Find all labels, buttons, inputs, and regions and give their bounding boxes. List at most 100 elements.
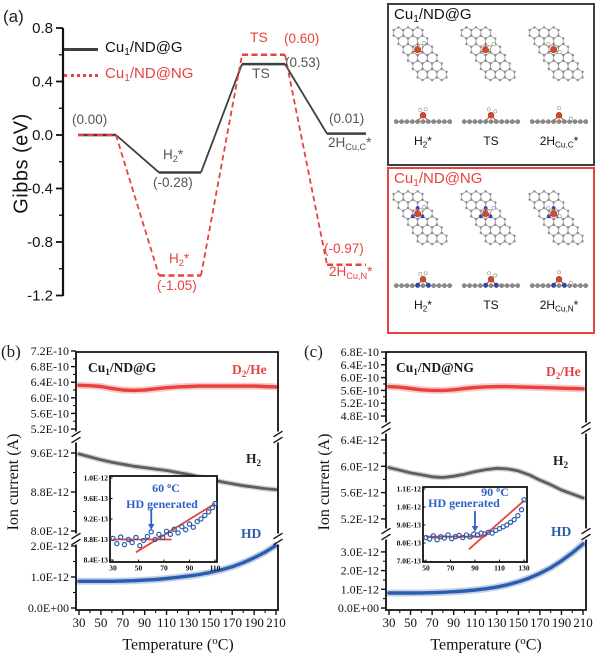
svg-text:70: 70	[116, 615, 129, 630]
svg-text:170: 170	[222, 615, 242, 630]
svg-text:210: 210	[573, 615, 593, 630]
svg-text:8.0E-12: 8.0E-12	[31, 524, 69, 538]
svg-text:0.8: 0.8	[32, 20, 53, 37]
energy-annotation-12: 2HCu,N*	[329, 264, 373, 281]
svg-text:50: 50	[422, 564, 430, 573]
panel-b-d2he-label: D2/He	[232, 362, 267, 379]
panel-b-y-axis: 7.2E-10 6.8E-106.4E-10 6.0E-105.6E-10 5.2E-…	[28, 344, 76, 615]
svg-text:0.0E+00: 0.0E+00	[338, 601, 379, 615]
molecule-top-view	[392, 26, 448, 82]
svg-text:30: 30	[109, 564, 117, 573]
svg-text:-0.4: -0.4	[27, 181, 53, 198]
structure-box-cu1ndg: Cu1/ND@G H2* TS 2HCu,C*	[387, 3, 595, 166]
svg-text:210: 210	[266, 615, 286, 630]
svg-text:5.2E-12: 5.2E-12	[341, 512, 379, 526]
svg-text:30: 30	[73, 615, 86, 630]
energy-annotation-0: (0.00)	[72, 112, 108, 127]
legend-item-cu1ndng: Cu1/ND@NG	[64, 62, 193, 88]
molecule-ng-h2-label: H2*	[414, 298, 432, 314]
svg-text:1.0E-12: 1.0E-12	[84, 474, 109, 483]
panel-c-curve-d2he	[385, 383, 587, 394]
legend-label-cu1ndng: Cu1/ND@NG	[105, 65, 194, 85]
svg-text:9.6E-13: 9.6E-13	[84, 494, 109, 503]
panel-c-letter: (c)	[304, 342, 323, 361]
panel-c-y-axis: 6.8E-106.4E-106.0E-105.6E-105.2E-104.8E-…	[338, 345, 386, 615]
svg-text:6.0E-10: 6.0E-10	[31, 391, 69, 405]
energy-annotation-10: 2HCu,C*	[328, 135, 372, 152]
legend-label-cu1ndg: Cu1/ND@G	[105, 39, 183, 59]
molecule-g-ts-label: TS	[483, 134, 499, 149]
svg-text:-0.8: -0.8	[27, 234, 53, 251]
molecule-ng-2h-drawing	[528, 190, 589, 289]
molecule-ng-2h-label: 2HCu,N*	[539, 298, 579, 314]
svg-text:130: 130	[179, 615, 199, 630]
legend-line-dotted	[64, 73, 98, 77]
svg-text:7.0E-13: 7.0E-13	[397, 557, 422, 566]
panel-c-inset-generated-label: HD generated	[428, 496, 500, 510]
energy-annotation-8: (0.53)	[285, 55, 321, 70]
svg-text:-1.2: -1.2	[27, 288, 53, 305]
svg-text:9.2E-13: 9.2E-13	[84, 515, 109, 524]
panel-c-h2-label: H2	[553, 453, 569, 470]
energy-annotation-1: H2*	[163, 147, 184, 164]
svg-text:70: 70	[160, 564, 168, 573]
panel-b-letter: (b)	[1, 342, 21, 361]
panel-b-inset-generated-label: HD generated	[126, 497, 198, 511]
svg-text:9.6E-12: 9.6E-12	[31, 446, 69, 460]
panel-c-inset-scatter	[423, 497, 527, 543]
svg-text:110: 110	[494, 564, 505, 573]
svg-text:190: 190	[552, 615, 572, 630]
structure-box-ng-molecules: H2* TS 2HCu,N*	[389, 189, 593, 313]
svg-text:2.0E-12: 2.0E-12	[31, 539, 69, 553]
panel-c-x-axis: 30 50 70 90 110 130 150 170 190 210	[383, 610, 593, 630]
panel-a-y-axis-title: Gibbs (eV)	[10, 113, 33, 214]
molecule-side-view	[393, 271, 453, 289]
svg-text:5.2E-10: 5.2E-10	[341, 396, 379, 410]
panel-b-hd-label: HD	[241, 526, 262, 541]
molecule-ng-2h: 2HCu,N*	[527, 189, 591, 313]
molecule-top-view	[460, 190, 516, 246]
svg-text:6.0E-10: 6.0E-10	[341, 371, 379, 385]
energy-y-axis: 0.8 0.4 0.0 -0.4 -0.8 -1.2	[27, 20, 63, 305]
panel-b-inset-temp-label: 60 oC	[152, 481, 180, 496]
svg-text:90: 90	[447, 615, 460, 630]
molecule-ng-h2-drawing	[392, 190, 453, 289]
svg-text:50: 50	[94, 615, 107, 630]
svg-text:6.8E-10: 6.8E-10	[341, 345, 379, 359]
svg-text:170: 170	[530, 615, 550, 630]
svg-text:30: 30	[383, 615, 396, 630]
energy-annotation-2: (-0.28)	[153, 175, 193, 190]
svg-text:110: 110	[157, 615, 176, 630]
panel-c-title: Cu1/ND@NG	[396, 360, 474, 377]
molecule-g-2h-drawing	[528, 26, 589, 125]
svg-text:8.4E-13: 8.4E-13	[84, 556, 109, 565]
energy-annotation-11: (-0.97)	[324, 241, 364, 256]
svg-text:5.6E-12: 5.6E-12	[341, 486, 379, 500]
energy-series-cu1ndng	[78, 53, 366, 277]
svg-text:0.0E+00: 0.0E+00	[28, 601, 69, 615]
molecule-g-h2-label: H2*	[414, 134, 432, 150]
molecule-g-h2: H2*	[391, 25, 455, 149]
panel-b-curve-h2	[76, 451, 279, 493]
svg-text:70: 70	[426, 615, 439, 630]
svg-text:90: 90	[138, 615, 151, 630]
panel-c-y-axis-title: Ion current (A)	[316, 433, 333, 531]
molecule-ng-ts: TS	[459, 189, 523, 313]
panel-b-inset-scatter	[110, 500, 218, 549]
energy-annotation-5: TS	[250, 29, 268, 45]
molecule-ng-ts-label: TS	[483, 298, 499, 313]
svg-text:190: 190	[244, 615, 264, 630]
molecule-side-view	[461, 107, 521, 125]
structure-box-g-title: Cu1/ND@G	[394, 6, 472, 26]
molecule-g-ts: TS	[459, 25, 523, 149]
molecule-top-view	[460, 26, 516, 82]
panel-c-inset-arrow	[471, 511, 479, 532]
panel-b-h2-label: H2	[246, 451, 262, 468]
panel-b-axis-breaks	[71, 430, 283, 546]
svg-text:2.0E-12: 2.0E-12	[341, 564, 379, 578]
svg-text:1.1E-12: 1.1E-12	[397, 485, 422, 494]
molecule-g-2h: 2HCu,C*	[527, 25, 591, 149]
